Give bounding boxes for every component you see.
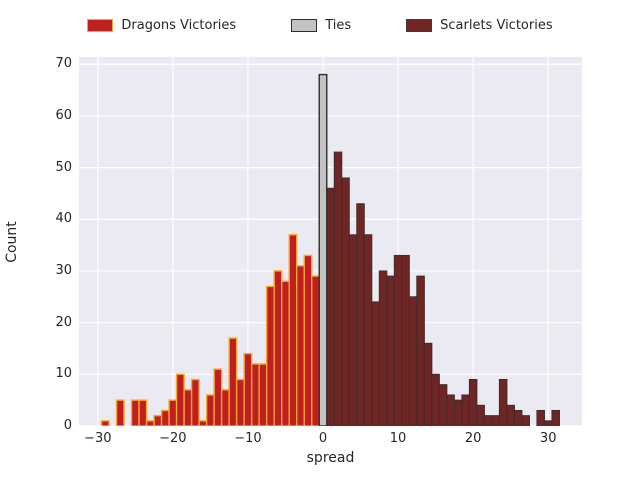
histogram-bar <box>198 420 208 426</box>
y-axis-label: Count <box>4 221 20 263</box>
plot-area <box>79 57 582 426</box>
x-tick-label: 10 <box>389 431 407 446</box>
histogram-bar <box>468 378 478 426</box>
histogram-bar <box>115 399 125 426</box>
histogram-bar <box>476 404 485 426</box>
histogram-bar <box>250 363 260 426</box>
histogram-bar <box>296 265 305 426</box>
histogram-bar <box>483 415 493 426</box>
histogram-bar <box>100 420 110 426</box>
histogram-bar <box>168 399 178 426</box>
histogram-bar <box>431 373 440 426</box>
histogram-bar <box>265 285 275 426</box>
histogram-bar <box>138 399 148 426</box>
histogram-bar <box>190 378 200 426</box>
y-tick-label: 60 <box>55 107 72 123</box>
ties-swatch-icon <box>291 19 318 32</box>
histogram-bar <box>446 394 455 426</box>
histogram-bar <box>416 275 425 426</box>
histogram-bar <box>408 296 418 426</box>
histogram-bar <box>205 394 215 426</box>
histogram-bar <box>438 384 448 426</box>
histogram-bar <box>130 399 140 426</box>
histogram-bar <box>348 234 358 426</box>
histogram-bar <box>536 409 545 426</box>
histogram-svg <box>79 57 582 426</box>
histogram-bar <box>175 373 185 426</box>
histogram-bar <box>235 378 245 426</box>
histogram-bar <box>160 409 170 426</box>
histogram-bar <box>288 234 298 426</box>
legend: Dragons Victories Ties Scarlets Victorie… <box>0 18 640 33</box>
histogram-bar <box>326 187 335 426</box>
x-tick-label: −30 <box>84 431 112 446</box>
histogram-bar <box>378 270 388 426</box>
histogram-bar <box>453 399 463 426</box>
histogram-bar <box>513 409 523 426</box>
histogram-bar <box>243 352 253 426</box>
legend-item-dragons: Dragons Victories <box>87 18 236 33</box>
histogram-bar <box>543 420 553 426</box>
histogram-bar <box>423 342 433 426</box>
x-tick-label: −10 <box>234 431 262 446</box>
y-tick-label: 50 <box>55 159 72 175</box>
legend-label-ties: Ties <box>325 18 352 33</box>
histogram-bar <box>461 394 470 426</box>
dragons-swatch-icon <box>87 19 114 32</box>
histogram-bar <box>303 254 313 426</box>
histogram-bar <box>228 337 238 426</box>
scarlets-swatch-icon <box>406 19 433 32</box>
histogram-bar <box>273 270 283 426</box>
histogram-bar <box>521 415 530 426</box>
histogram-bar <box>386 275 395 426</box>
histogram-bar <box>498 378 508 426</box>
histogram-bar <box>258 363 268 426</box>
histogram-bar <box>401 254 410 426</box>
histogram-bar <box>491 415 500 426</box>
x-tick-label: 20 <box>464 431 482 446</box>
histogram-bar <box>356 203 365 426</box>
y-tick-label: 70 <box>55 56 72 72</box>
y-tick-label: 10 <box>55 366 72 382</box>
histogram-bar <box>145 420 155 426</box>
histogram-bar <box>333 151 343 426</box>
histogram-bar <box>506 404 515 426</box>
histogram-bar <box>551 409 560 426</box>
x-axis-label: spread <box>306 450 355 466</box>
histogram-bar <box>371 301 380 426</box>
histogram-bar <box>393 254 403 426</box>
histogram-bar <box>153 414 163 426</box>
histogram-bar <box>281 280 290 426</box>
x-tick-label: 0 <box>318 431 328 446</box>
y-tick-label: 20 <box>55 314 72 330</box>
y-tick-label: 30 <box>55 262 72 278</box>
histogram-bar <box>220 389 230 426</box>
legend-label-dragons: Dragons Victories <box>121 18 237 33</box>
histogram-bar <box>341 177 350 426</box>
x-tick-label: −20 <box>159 431 187 446</box>
legend-item-ties: Ties <box>291 18 351 33</box>
histogram-bar <box>318 73 328 426</box>
histogram-bar <box>363 234 373 426</box>
legend-item-scarlets: Scarlets Victories <box>406 18 553 33</box>
x-tick-label: 30 <box>539 431 557 446</box>
histogram-bar <box>311 275 320 426</box>
histogram-bar <box>213 368 223 426</box>
histogram-bar <box>183 389 193 426</box>
y-tick-label: 0 <box>63 418 72 433</box>
y-tick-label: 40 <box>55 211 72 227</box>
legend-label-scarlets: Scarlets Victories <box>440 18 553 33</box>
